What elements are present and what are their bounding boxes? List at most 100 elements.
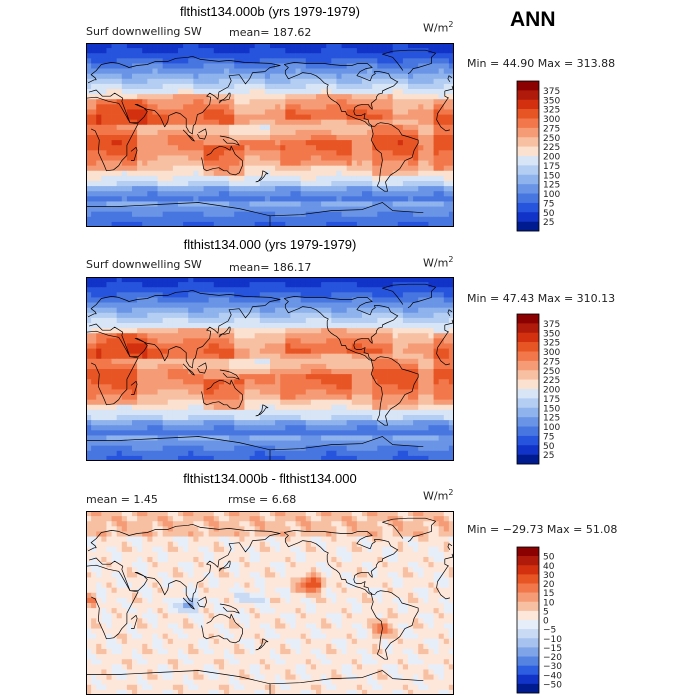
field-cell [264,73,271,80]
field-cell [132,129,138,136]
field-cell [188,150,194,156]
field-cell [321,216,327,223]
field-cell [326,104,332,110]
field-cell [413,353,419,360]
field-cell [239,389,245,395]
field-cell [259,124,266,131]
field-cell [254,119,261,126]
field-cell [300,53,307,59]
field-cell [183,221,189,227]
field-cell [346,68,353,75]
field-cell [285,135,291,141]
field-cell [418,328,424,334]
field-cell [132,216,138,223]
field-cell [121,277,128,283]
field-cell [86,328,92,334]
field-cell [178,358,184,365]
field-cell [208,155,215,161]
field-cell [264,312,271,319]
field-cell [423,328,429,334]
field-cell [137,140,143,146]
field-cell [428,109,434,115]
field-cell [377,312,383,319]
field-cell [152,68,158,75]
field-cell [121,384,128,390]
field-cell [106,43,112,49]
field-cell [121,48,128,54]
field-cell [224,297,230,303]
field-cell [428,328,434,334]
field-cell [142,389,148,395]
field-cell [387,191,394,197]
field-cell [203,181,210,187]
field-cell [356,119,363,126]
field-cell [305,277,312,283]
field-cell [157,415,164,421]
field-cell [188,186,194,192]
field-cell [316,353,322,360]
field-cell [137,68,143,75]
field-cell [198,145,204,151]
field-cell [270,119,276,126]
field-cell [285,292,291,298]
field-cell [229,165,235,172]
field-cell [382,420,388,426]
field-cell [290,119,296,126]
field-cell [111,221,118,227]
field-cell [270,83,276,90]
field-cell [172,53,179,59]
field-cell [229,282,235,288]
field-cell [106,119,112,126]
field-cell [346,328,353,334]
field-cell [270,94,276,100]
field-cell [116,379,123,385]
field-cell [213,353,220,360]
field-cell [116,221,123,227]
field-cell [280,353,286,360]
field-cell [418,181,424,187]
colorbar-tick-label: 225 [543,143,560,153]
field-cell [351,104,358,110]
field-cell [418,358,424,365]
field-cell [264,435,271,441]
field-cell [188,374,194,380]
field-cell [249,135,256,141]
field-cell [203,317,210,324]
field-cell [413,363,419,370]
field-cell [126,307,133,314]
field-cell [448,135,454,141]
field-cell [106,379,112,385]
field-cell [126,282,133,288]
field-cell [362,420,368,426]
field-cell [300,409,307,416]
field-cell [300,420,307,426]
field-cell [387,181,394,187]
field-cell [336,323,342,329]
field-cell [244,415,250,421]
field-cell [111,404,118,411]
field-cell [326,216,332,223]
field-cell [290,348,296,355]
field-cell [208,333,215,339]
field-cell [218,353,225,360]
field-cell [188,409,194,416]
field-cell [413,78,419,85]
field-cell [341,389,348,395]
field-cell [264,48,271,54]
field-cell [254,399,261,406]
field-cell [423,206,429,213]
field-cell [305,374,312,380]
field-cell [157,135,164,141]
field-cell [137,186,143,192]
field-cell [172,135,179,141]
field-cell [239,129,245,136]
field-cell [331,53,337,59]
field-cell [310,206,317,213]
field-cell [142,221,148,227]
field-cell [96,94,102,100]
field-cell [443,63,450,69]
field-cell [152,430,158,436]
field-cell [316,186,322,192]
field-cell [96,343,102,349]
field-cell [162,399,169,406]
